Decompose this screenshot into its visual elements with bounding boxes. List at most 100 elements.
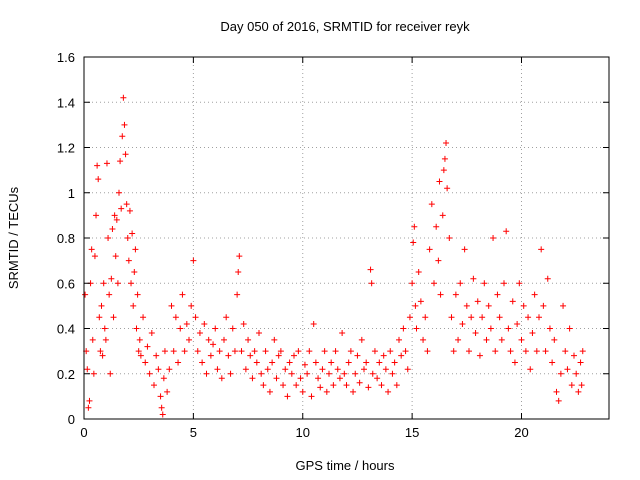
data-point <box>393 382 400 389</box>
data-point <box>354 352 361 359</box>
data-point <box>476 352 483 359</box>
data-point <box>118 205 125 212</box>
data-point <box>275 352 282 359</box>
data-point <box>310 320 317 327</box>
data-point <box>235 268 242 275</box>
data-point <box>496 314 503 321</box>
data-point <box>317 384 324 391</box>
data-point <box>122 151 129 158</box>
data-point <box>203 370 210 377</box>
data-point <box>417 298 424 305</box>
data-point <box>137 352 144 359</box>
data-point <box>273 375 280 382</box>
data-point <box>299 388 306 395</box>
x-axis-label: GPS time / hours <box>296 458 395 473</box>
data-point <box>205 336 212 343</box>
data-point <box>411 223 418 230</box>
data-point <box>470 275 477 282</box>
data-point <box>479 314 486 321</box>
data-point <box>518 336 525 343</box>
y-tick-label: 0 <box>68 412 75 427</box>
data-point <box>341 370 348 377</box>
data-point <box>175 359 182 366</box>
data-point <box>501 280 507 287</box>
data-point <box>82 291 89 298</box>
data-point <box>520 302 527 309</box>
data-point <box>95 176 102 183</box>
data-point <box>166 366 173 373</box>
data-point <box>560 302 567 309</box>
data-point <box>158 404 165 411</box>
data-point <box>371 348 378 355</box>
data-point <box>452 291 459 298</box>
data-point <box>336 375 343 382</box>
data-point <box>123 201 130 208</box>
data-point <box>264 366 271 373</box>
data-point <box>144 343 151 350</box>
data-point <box>376 359 383 366</box>
data-point <box>282 366 289 373</box>
data-point <box>190 257 197 264</box>
data-point <box>236 253 243 260</box>
data-point <box>216 348 223 355</box>
data-point <box>153 352 160 359</box>
data-point <box>234 291 241 298</box>
data-point <box>85 404 92 411</box>
data-point <box>435 257 442 264</box>
data-point <box>146 370 153 377</box>
data-point <box>199 359 206 366</box>
data-point <box>148 330 155 337</box>
data-point <box>90 370 97 377</box>
data-point <box>400 325 407 332</box>
data-point <box>457 280 464 287</box>
data-point <box>100 280 107 287</box>
data-point <box>441 155 448 162</box>
data-point <box>573 370 580 377</box>
data-point <box>183 320 190 327</box>
data-point <box>107 370 114 377</box>
data-point <box>498 336 505 343</box>
data-point <box>91 253 98 260</box>
data-point <box>343 382 350 389</box>
data-point <box>503 228 510 235</box>
data-point <box>483 336 490 343</box>
data-point <box>142 359 149 366</box>
data-point <box>157 393 164 400</box>
data-point <box>114 280 121 287</box>
data-point <box>490 235 497 241</box>
data-point <box>374 375 381 382</box>
data-point <box>540 302 547 309</box>
data-point <box>117 158 124 165</box>
data-point <box>293 382 300 389</box>
data-point <box>295 348 302 355</box>
data-point <box>247 352 254 359</box>
x-tick-label: 0 <box>80 425 87 440</box>
data-point <box>444 185 451 192</box>
data-point <box>487 325 494 332</box>
y-tick-label: 0.6 <box>57 276 75 291</box>
data-point <box>356 379 363 386</box>
data-point <box>466 348 472 355</box>
data-point <box>485 302 492 309</box>
data-point <box>402 348 409 355</box>
data-point <box>109 225 116 232</box>
data-point <box>522 348 529 355</box>
data-point <box>124 235 131 241</box>
data-point <box>172 314 179 321</box>
data-point <box>350 388 357 395</box>
data-point <box>472 330 479 337</box>
data-point <box>280 382 287 389</box>
data-point <box>181 348 188 355</box>
data-point <box>529 330 536 337</box>
data-point <box>132 246 139 253</box>
data-point <box>227 370 234 377</box>
data-point <box>514 320 521 327</box>
data-point <box>245 336 252 343</box>
data-point <box>492 348 499 355</box>
data-point <box>256 330 262 337</box>
data-point <box>339 330 346 337</box>
data-point <box>301 361 308 368</box>
data-point <box>242 366 249 373</box>
data-point <box>369 370 376 377</box>
